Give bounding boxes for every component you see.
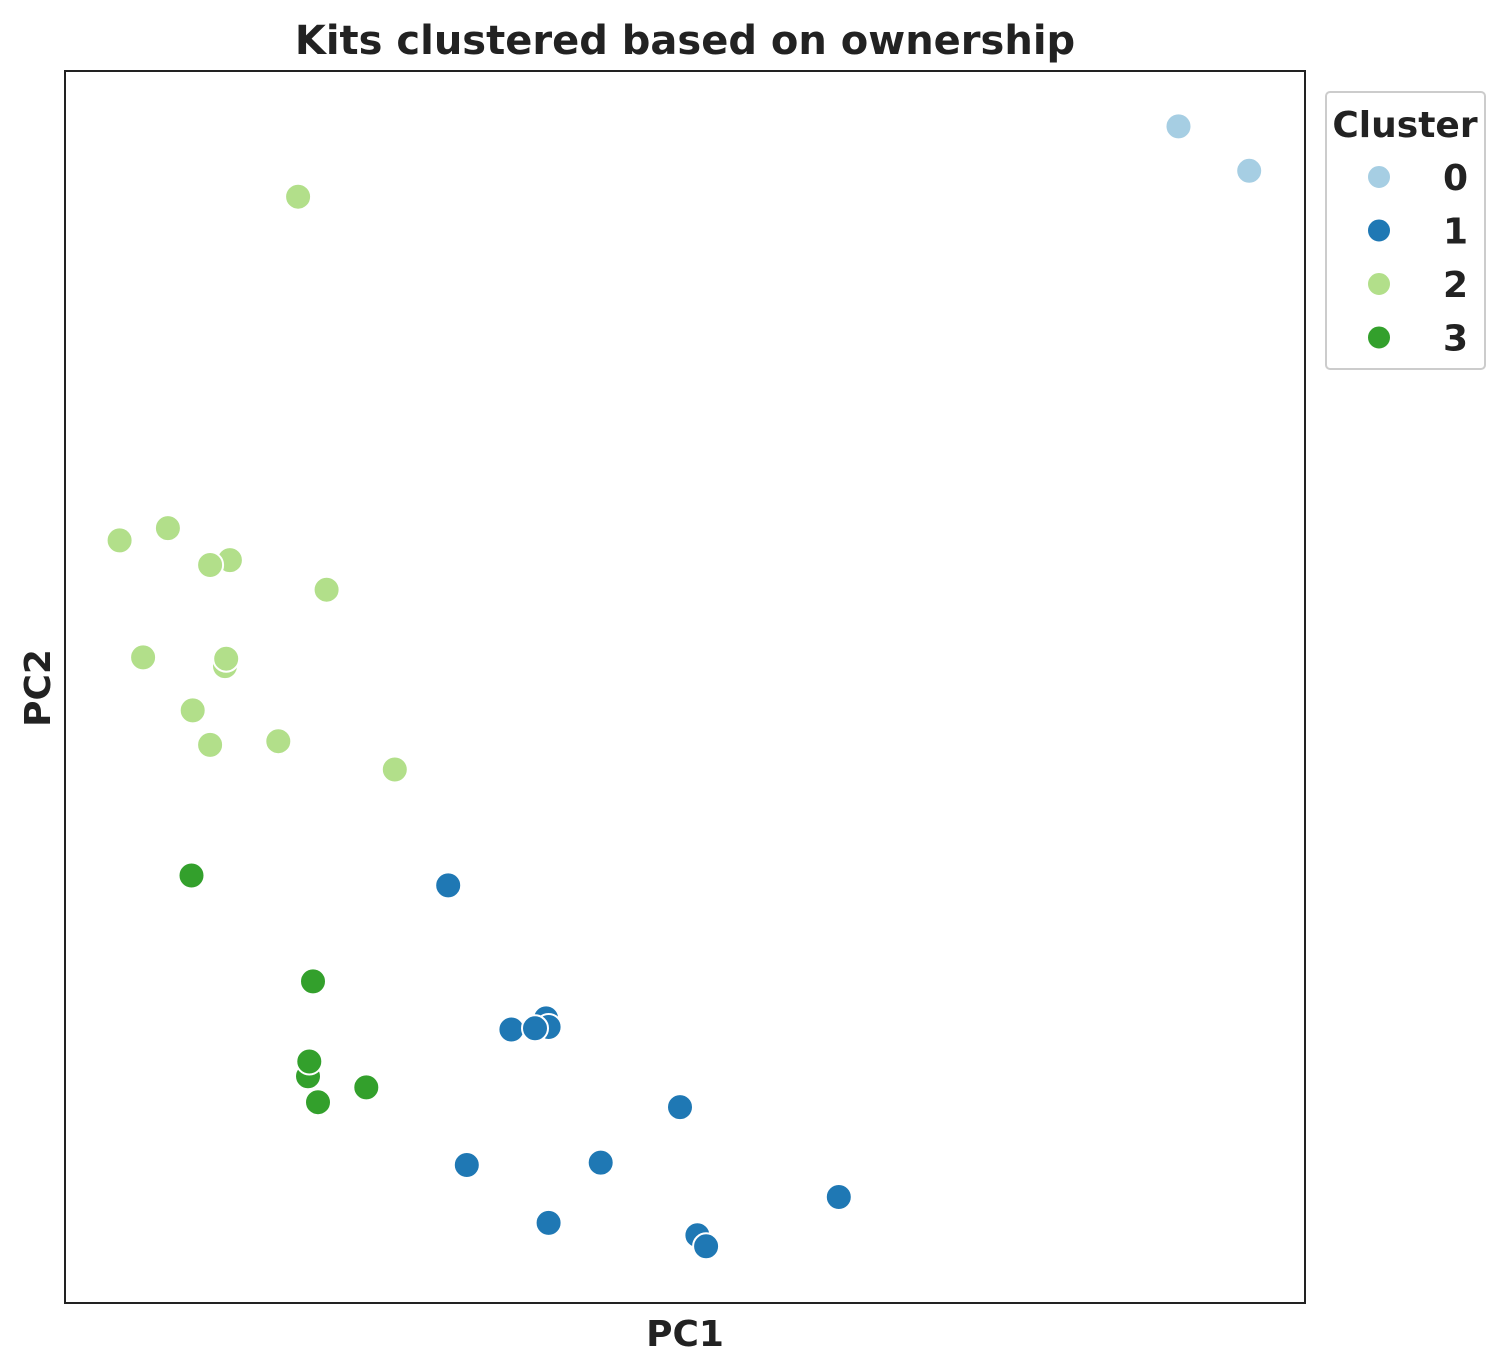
point-cluster-1-8 xyxy=(534,1208,563,1237)
point-cluster-2-4 xyxy=(196,551,225,579)
point-cluster-0-1 xyxy=(1235,156,1264,185)
y-axis-label: PC2 xyxy=(18,649,59,727)
legend: Cluster 0 1 2 3 xyxy=(1325,91,1486,370)
point-cluster-2-6 xyxy=(129,643,158,672)
point-cluster-1-7 xyxy=(452,1151,481,1179)
data-points xyxy=(105,112,1264,1261)
point-cluster-2-11 xyxy=(264,727,293,756)
chart-title: Kits clustered based on ownership xyxy=(295,18,1075,64)
point-cluster-2-2 xyxy=(153,514,182,543)
legend-marker-2 xyxy=(1366,271,1392,297)
legend-label-2: 2 xyxy=(1443,265,1468,306)
point-cluster-1-4 xyxy=(521,1014,549,1043)
point-cluster-3-5 xyxy=(352,1073,381,1102)
point-cluster-2-10 xyxy=(196,730,225,759)
point-cluster-0-0 xyxy=(1164,112,1193,141)
legend-marker-0 xyxy=(1366,164,1392,190)
point-cluster-1-5 xyxy=(666,1093,694,1122)
legend-marker-3 xyxy=(1366,324,1392,351)
point-cluster-3-4 xyxy=(304,1088,332,1117)
point-cluster-2-5 xyxy=(312,575,341,604)
point-cluster-1-6 xyxy=(586,1148,615,1177)
legend-label-0: 0 xyxy=(1443,158,1468,199)
point-cluster-1-0 xyxy=(434,871,463,900)
point-cluster-1-3 xyxy=(497,1015,526,1044)
point-cluster-3-0 xyxy=(177,861,206,890)
point-cluster-2-8 xyxy=(212,644,241,673)
point-cluster-3-1 xyxy=(299,967,327,996)
point-cluster-2-1 xyxy=(105,526,134,555)
legend-label-3: 3 xyxy=(1443,319,1468,360)
point-cluster-1-9 xyxy=(824,1183,853,1211)
point-cluster-3-3 xyxy=(295,1047,324,1076)
point-cluster-2-12 xyxy=(380,755,409,784)
legend-title: Cluster xyxy=(1332,105,1477,146)
point-cluster-2-9 xyxy=(178,696,207,725)
legend-label-1: 1 xyxy=(1443,212,1468,253)
point-cluster-2-0 xyxy=(284,182,313,211)
legend-items: 0 1 2 3 xyxy=(1366,158,1468,360)
legend-marker-1 xyxy=(1366,217,1392,244)
x-axis-label: PC1 xyxy=(646,1314,724,1355)
legend-box xyxy=(1325,91,1486,370)
point-cluster-1-11 xyxy=(692,1232,721,1261)
